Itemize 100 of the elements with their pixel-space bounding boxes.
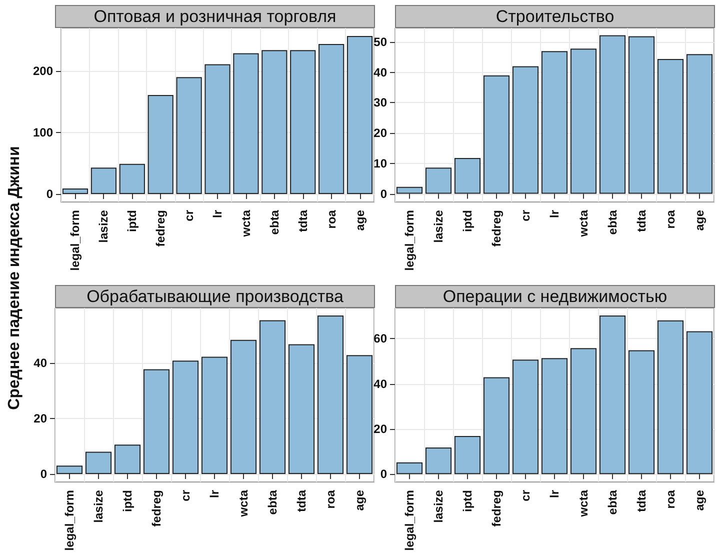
bar: [483, 75, 510, 194]
bar: [262, 50, 288, 194]
x-tick-label: cr: [178, 490, 192, 502]
x-tick-label: iptd: [125, 210, 140, 232]
bar: [657, 58, 684, 194]
x-tick-label: lr: [548, 210, 562, 218]
x-tick-label: ebta: [266, 490, 280, 515]
chart-title: Операции с недвижимостью: [395, 285, 715, 308]
y-tick-label: 30: [374, 96, 388, 110]
bar: [90, 168, 117, 194]
bar: [143, 369, 170, 474]
bar: [56, 466, 83, 474]
x-tick-label: lr: [210, 210, 225, 218]
bar: [62, 188, 88, 194]
x-tick-label: roa: [664, 210, 678, 229]
x-tick-label: ebta: [267, 210, 282, 235]
x-tick-label: tdta: [634, 490, 648, 512]
bar: [425, 168, 452, 194]
bar: [541, 358, 568, 474]
bar: [290, 50, 316, 194]
bar: [288, 344, 315, 474]
y-tick-label: 40: [374, 65, 388, 80]
x-tick-label: ebta: [606, 210, 620, 235]
bar: [396, 462, 423, 474]
y-tick-label: 0: [380, 467, 388, 482]
bar: [425, 447, 452, 474]
y-tick-label: 0: [380, 186, 388, 201]
bar: [259, 320, 286, 474]
y-tick-label: 20: [34, 412, 48, 426]
x-tick-label: iptd: [460, 490, 474, 512]
x-tick-label: wcta: [576, 490, 590, 518]
y-tick-label: 200: [32, 64, 54, 78]
x-tick-label: fedreg: [490, 490, 504, 527]
x-tick-label: lasize: [432, 210, 446, 243]
bar: [512, 360, 539, 474]
y-tick-label: 0: [46, 187, 54, 202]
x-tick-label: lr: [208, 490, 222, 498]
bar: [599, 315, 626, 474]
y-tick-label: 50: [374, 34, 388, 49]
bar: [114, 444, 141, 474]
x-tick-label: cr: [518, 210, 532, 222]
y-tick-label: 20: [374, 422, 388, 436]
bar: [346, 355, 373, 474]
y-tick-label: 0: [40, 466, 48, 481]
x-tick-label: lasize: [96, 210, 111, 243]
x-tick-label: tdta: [294, 490, 308, 512]
x-tick-label: wcta: [238, 210, 253, 238]
x-tick-label: lasize: [432, 490, 446, 523]
y-tick-label: 20: [374, 126, 388, 140]
bar: [512, 66, 539, 194]
bar: [85, 452, 112, 474]
x-tick-label: legal_form: [402, 490, 416, 551]
bar: [454, 436, 481, 474]
bar: [119, 164, 145, 194]
x-tick-label: ebta: [606, 490, 620, 515]
x-tick-label: age: [692, 210, 706, 231]
bar: [657, 320, 684, 474]
bar: [176, 77, 202, 194]
bar: [570, 348, 597, 474]
bar: [318, 44, 344, 194]
x-tick-label: age: [352, 210, 367, 231]
x-tick-label: legal_form: [62, 490, 76, 551]
bar: [346, 36, 373, 194]
bar: [628, 36, 655, 194]
chart-title: Строительство: [395, 5, 715, 28]
y-axis-title: Среднее падение индекса Джини: [6, 146, 23, 410]
x-tick-label: fedreg: [490, 210, 504, 247]
bar: [628, 350, 655, 474]
chart-title: Обрабатывающие производства: [55, 285, 375, 308]
x-tick-label: lasize: [92, 490, 106, 523]
y-tick-label: 100: [32, 126, 54, 140]
bar: [541, 51, 568, 194]
x-tick-label: wcta: [576, 210, 590, 238]
chart-title: Оптовая и розничная торговля: [55, 5, 375, 28]
bar: [172, 360, 199, 474]
bar: [396, 186, 423, 194]
x-tick-label: tdta: [296, 210, 310, 232]
bar: [570, 48, 597, 194]
x-tick-label: legal_form: [402, 210, 416, 271]
x-tick-label: roa: [324, 490, 338, 509]
y-tick-label: 40: [374, 376, 388, 391]
x-tick-label: roa: [664, 490, 678, 509]
x-tick-label: age: [692, 490, 706, 511]
bar: [233, 53, 259, 194]
x-tick-label: iptd: [460, 210, 474, 232]
y-tick-label: 40: [34, 356, 48, 370]
x-tick-label: wcta: [236, 490, 250, 518]
x-tick-label: fedreg: [150, 490, 164, 527]
bar: [148, 95, 174, 194]
bar: [204, 64, 230, 194]
bar: [686, 54, 713, 194]
x-tick-label: iptd: [120, 490, 134, 512]
x-tick-label: roa: [324, 210, 338, 229]
bar: [599, 35, 626, 194]
bar: [230, 340, 257, 474]
y-tick-label: 60: [374, 332, 388, 346]
x-tick-label: age: [352, 490, 366, 511]
bar: [201, 356, 228, 474]
bar: [483, 377, 510, 474]
x-tick-label: legal_form: [68, 210, 82, 271]
